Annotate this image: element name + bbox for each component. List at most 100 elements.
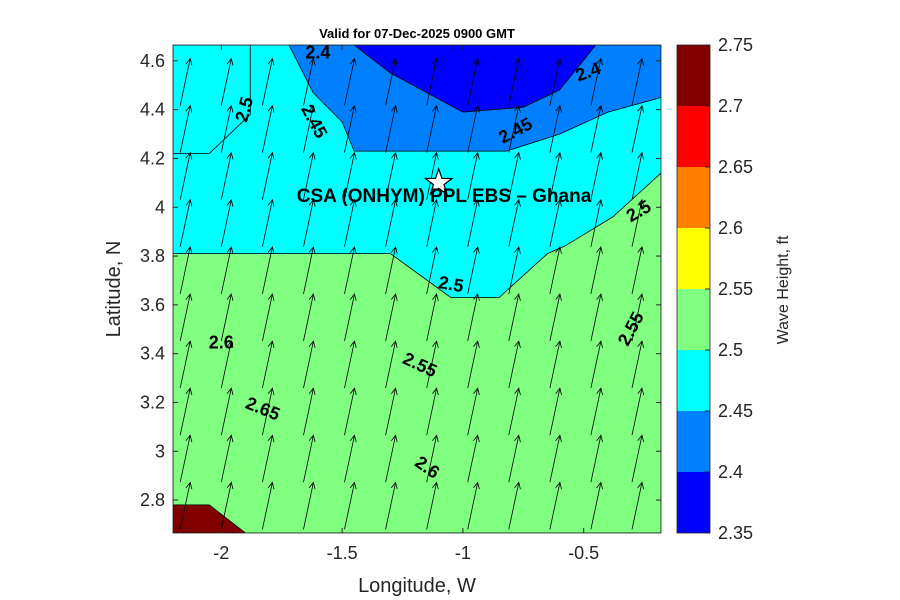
- direction-arrow: [303, 293, 316, 342]
- direction-arrow: [303, 104, 316, 153]
- contour-label: 2.5: [437, 272, 465, 296]
- direction-arrow: [220, 198, 234, 247]
- direction-arrow: [426, 481, 439, 530]
- direction-arrow: [549, 57, 562, 106]
- direction-arrow: [220, 104, 234, 153]
- direction-arrow: [508, 198, 521, 247]
- direction-arrow: [303, 198, 316, 247]
- direction-arrow: [179, 481, 193, 530]
- chart-title: Valid for 07-Dec-2025 0900 GMT: [319, 26, 515, 41]
- direction-arrow: [590, 481, 603, 530]
- direction-arrow: [179, 387, 193, 436]
- direction-arrow: [344, 434, 357, 483]
- direction-arrow: [426, 245, 439, 294]
- colorbar-band: [677, 167, 710, 228]
- y-tick-label: 3.4: [140, 344, 165, 364]
- y-tick-label: 4.6: [140, 51, 165, 71]
- direction-arrow: [262, 198, 275, 247]
- direction-arrow: [179, 245, 193, 294]
- direction-arrow: [549, 293, 562, 342]
- y-tick-label: 4.2: [140, 148, 165, 168]
- direction-arrow: [344, 340, 357, 389]
- direction-arrow: [344, 57, 357, 106]
- direction-arrow: [549, 198, 562, 247]
- direction-arrow: [220, 151, 234, 200]
- direction-arrow: [426, 151, 439, 200]
- direction-arrow: [467, 245, 480, 294]
- direction-arrow: [179, 434, 193, 483]
- direction-arrow: [467, 151, 480, 200]
- x-tick-label: -0.5: [568, 543, 599, 563]
- colorbar-tick-label: 2.75: [718, 35, 753, 55]
- direction-arrow: [631, 104, 645, 153]
- direction-arrow: [508, 245, 521, 294]
- direction-arrow: [303, 387, 316, 436]
- colorbar-tick-label: 2.7: [718, 96, 743, 116]
- direction-arrow: [590, 245, 603, 294]
- direction-arrow: [220, 293, 234, 342]
- direction-arrow: [426, 104, 439, 153]
- direction-arrow: [549, 104, 562, 153]
- direction-arrow: [631, 340, 645, 389]
- direction-arrow: [385, 340, 398, 389]
- y-tick-label: 4: [155, 197, 165, 217]
- colorbar-tick-label: 2.35: [718, 523, 753, 543]
- direction-arrow: [385, 57, 398, 106]
- direction-arrow: [344, 151, 357, 200]
- y-axis-label: Latitude, N: [103, 241, 125, 338]
- direction-arrow: [508, 151, 521, 200]
- direction-arrow: [467, 434, 480, 483]
- direction-arrow: [467, 104, 480, 153]
- direction-arrows: [179, 57, 645, 530]
- direction-arrow: [631, 57, 645, 106]
- direction-arrow: [344, 293, 357, 342]
- y-tick-label: 3.2: [140, 392, 165, 412]
- colorbar-tick-label: 2.4: [718, 462, 743, 482]
- direction-arrow: [344, 481, 357, 530]
- direction-arrow: [220, 57, 234, 106]
- x-tick-label: -1: [455, 543, 471, 563]
- direction-arrow: [385, 198, 398, 247]
- y-tick-label: 3.6: [140, 295, 165, 315]
- direction-arrow: [549, 481, 562, 530]
- direction-arrow: [590, 151, 603, 200]
- direction-arrow: [467, 198, 480, 247]
- direction-arrow: [344, 198, 357, 247]
- direction-arrow: [179, 104, 193, 153]
- direction-arrow: [590, 434, 603, 483]
- contour-region-2.45: [173, 45, 251, 155]
- direction-arrow: [179, 293, 193, 342]
- direction-arrow: [467, 481, 480, 530]
- y-tick-label: 2.8: [140, 490, 165, 510]
- direction-arrow: [549, 387, 562, 436]
- direction-arrow: [262, 387, 275, 436]
- direction-arrow: [262, 434, 275, 483]
- contour-label: 2.4: [305, 42, 330, 62]
- contour-label: 2.6: [209, 333, 234, 353]
- colorbar-band: [677, 350, 710, 411]
- contour-region-2.5: [173, 172, 661, 533]
- direction-arrow: [220, 245, 234, 294]
- direction-arrow: [426, 340, 439, 389]
- direction-arrow: [385, 293, 398, 342]
- direction-arrow: [303, 245, 316, 294]
- direction-arrow: [220, 434, 234, 483]
- axes: -2 -1.5 -1 -0.5 2.8 3 3.2 3.4 3.6 3.8 4 4.2 4.4 4.6: [140, 44, 662, 563]
- direction-arrow: [508, 434, 521, 483]
- direction-arrow: [262, 151, 275, 200]
- direction-arrow: [385, 104, 398, 153]
- direction-arrow: [179, 151, 193, 200]
- x-tick-label: -1.5: [327, 543, 358, 563]
- direction-arrow: [467, 387, 480, 436]
- plot-area: 2.42.42.5 2.45 2.452.52.52.552.62.552.652.…: [173, 42, 661, 533]
- direction-arrow: [385, 387, 398, 436]
- direction-arrow: [220, 387, 234, 436]
- direction-arrow: [508, 340, 521, 389]
- colorbar-band: [677, 106, 710, 167]
- direction-arrow: [385, 245, 398, 294]
- direction-arrow: [467, 293, 480, 342]
- direction-arrow: [220, 481, 234, 530]
- direction-arrow: [508, 57, 521, 106]
- direction-arrow: [549, 434, 562, 483]
